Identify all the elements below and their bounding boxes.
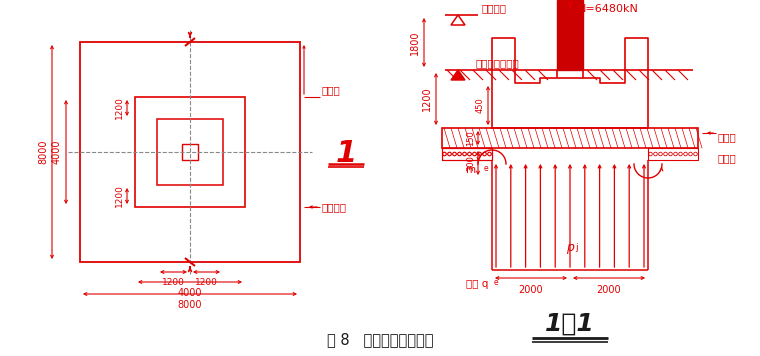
Text: 450: 450	[476, 98, 485, 113]
Text: 2000: 2000	[518, 285, 543, 295]
Text: 300: 300	[466, 155, 475, 171]
Text: 8000: 8000	[178, 300, 202, 310]
Bar	[648, 148, 698, 160]
Text: j: j	[575, 243, 578, 252]
Text: 地下水位: 地下水位	[482, 3, 507, 13]
Bar	[80, 42, 300, 262]
Bar	[135, 97, 245, 207]
Text: 1200: 1200	[422, 87, 432, 111]
Bar	[442, 128, 698, 148]
Polygon shape	[451, 70, 465, 80]
Text: 1200: 1200	[162, 278, 185, 287]
Text: 软垫层: 软垫层	[718, 153, 736, 163]
Text: 地下室地面标高: 地下室地面标高	[475, 58, 519, 68]
Text: 150: 150	[466, 130, 475, 146]
Text: 4000: 4000	[178, 288, 202, 298]
Text: 独立基础: 独立基础	[322, 202, 347, 212]
Text: e: e	[484, 164, 489, 173]
Text: 1800: 1800	[410, 30, 420, 55]
Text: 1200: 1200	[115, 184, 124, 208]
Text: 2000: 2000	[597, 285, 622, 295]
Text: 1200: 1200	[115, 96, 124, 119]
Text: 防水板: 防水板	[322, 85, 340, 95]
Text: 1200: 1200	[195, 278, 218, 287]
Text: 反力 q: 反力 q	[466, 279, 488, 289]
Polygon shape	[557, 0, 583, 70]
Bar	[442, 148, 492, 160]
Text: e: e	[494, 278, 499, 287]
Text: 1－1: 1－1	[545, 312, 595, 336]
Text: 8000: 8000	[38, 140, 48, 164]
Bar	[182, 144, 198, 160]
Text: 图 8   独基加防水板基础: 图 8 独基加防水板基础	[327, 332, 433, 347]
Text: 1: 1	[336, 140, 357, 168]
Bar	[442, 148, 492, 160]
Bar	[157, 119, 223, 185]
Text: N=6480kN: N=6480kN	[578, 4, 639, 14]
Text: 防水板: 防水板	[718, 132, 736, 142]
Text: m: m	[466, 165, 476, 175]
Text: p: p	[566, 241, 574, 255]
Text: 4000: 4000	[52, 140, 62, 164]
